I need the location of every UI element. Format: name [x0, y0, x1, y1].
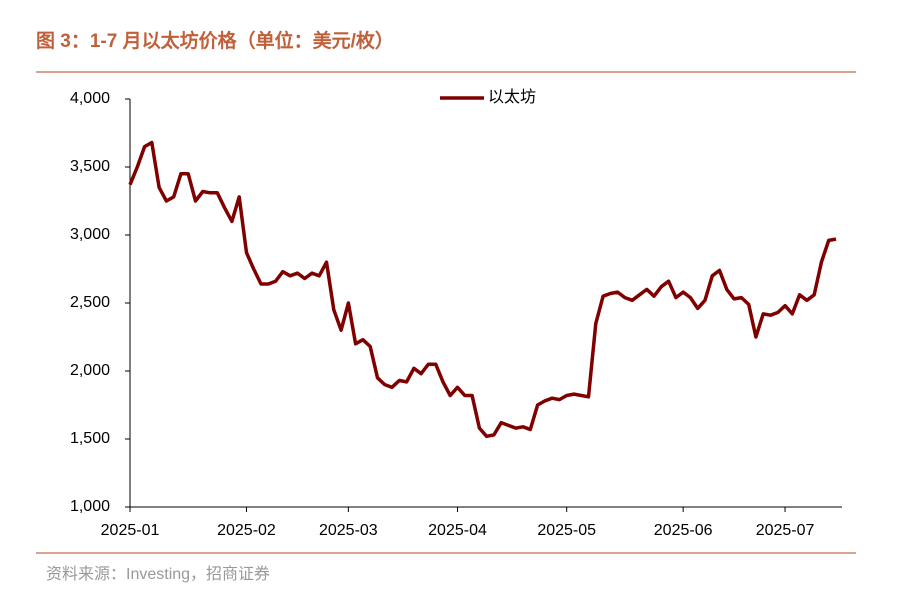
x-tick-label: 2025-01 — [101, 522, 160, 539]
y-tick-label: 3,000 — [70, 226, 110, 243]
x-tick-label: 2025-05 — [537, 522, 596, 539]
x-tick-label: 2025-04 — [428, 522, 487, 539]
y-tick-label: 2,500 — [70, 294, 110, 311]
x-tick-label: 2025-02 — [217, 522, 276, 539]
x-tick-label: 2025-03 — [319, 522, 378, 539]
source: 资料来源：Investing，招商证券 — [46, 565, 270, 583]
chart-title: 图 3：1-7 月以太坊价格（单位：美元/枚） — [36, 29, 394, 52]
legend-label: 以太坊 — [488, 88, 536, 106]
x-tick-label: 2025-06 — [654, 522, 713, 539]
y-tick-label: 2,000 — [70, 362, 110, 379]
y-tick-label: 3,500 — [70, 158, 110, 175]
y-tick-label: 4,000 — [70, 90, 110, 107]
y-tick-label: 1,500 — [70, 430, 110, 447]
x-tick-label: 2025-07 — [756, 522, 815, 539]
y-tick-label: 1,000 — [70, 498, 110, 515]
line — [128, 140, 837, 439]
